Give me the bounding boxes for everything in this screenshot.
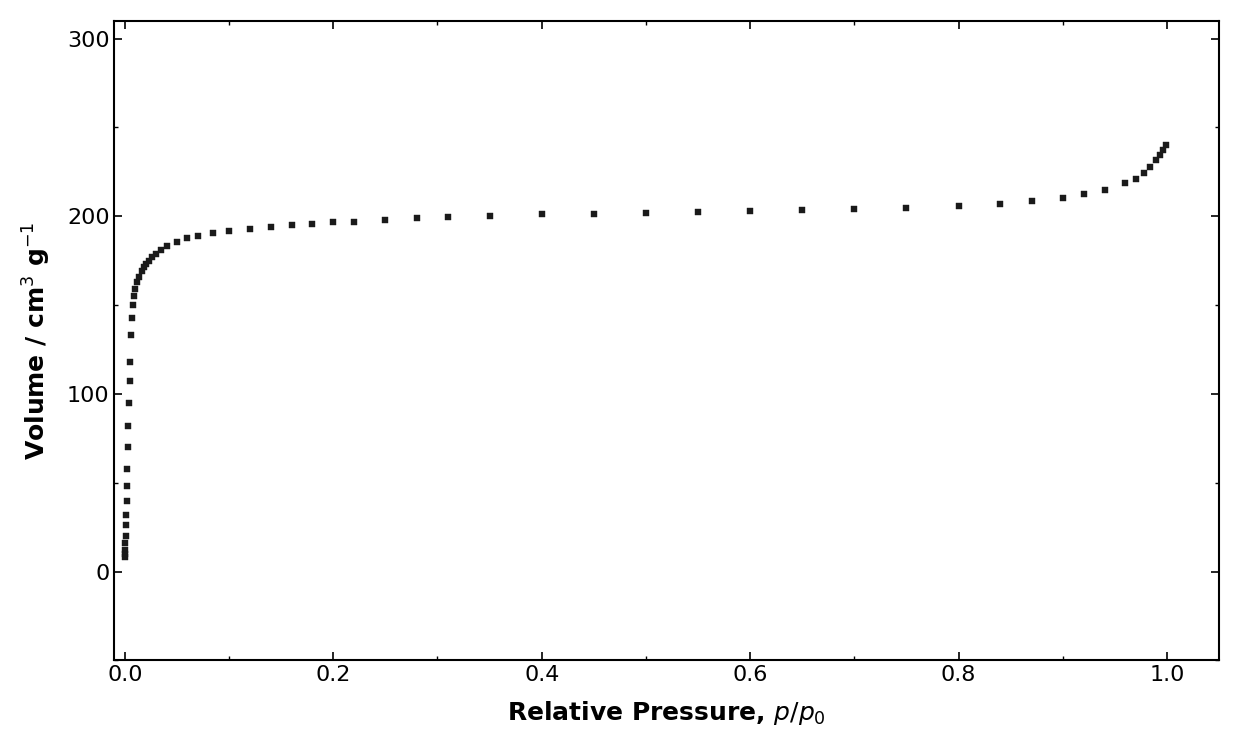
X-axis label: Relative Pressure, $p/p_0$: Relative Pressure, $p/p_0$	[507, 699, 826, 727]
Y-axis label: Volume / cm$^3$ g$^{-1}$: Volume / cm$^3$ g$^{-1}$	[21, 221, 53, 460]
